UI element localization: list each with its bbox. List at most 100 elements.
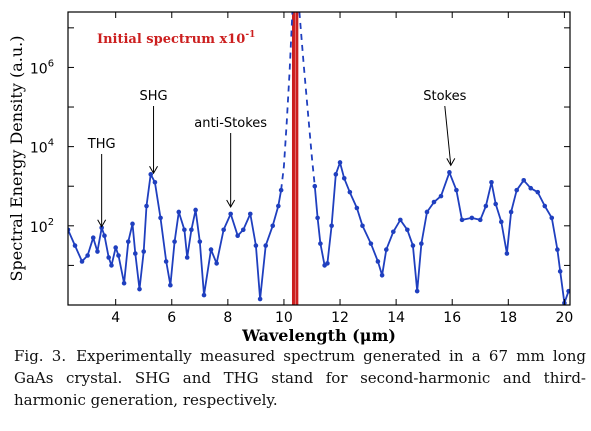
data-point <box>247 211 253 217</box>
spectrum-series-1 <box>280 12 294 191</box>
data-point <box>414 288 420 294</box>
data-point <box>148 172 154 177</box>
data-point <box>483 203 489 209</box>
data-point <box>498 219 504 225</box>
data-point <box>99 225 104 231</box>
data-point <box>106 255 111 260</box>
annotation-arrowhead <box>226 199 236 208</box>
data-point <box>95 249 100 254</box>
data-point <box>347 189 353 195</box>
data-point <box>368 241 374 246</box>
data-point <box>325 261 330 266</box>
data-point <box>152 179 158 185</box>
data-point <box>257 296 263 302</box>
annotation-label: SHG <box>139 89 167 104</box>
data-point <box>125 239 131 244</box>
x-tick-label: 20 <box>555 310 573 326</box>
data-point <box>158 215 163 221</box>
data-point <box>214 261 219 266</box>
x-tick-label: 14 <box>387 310 405 326</box>
initial-spectrum-label-base: Initial spectrum x10 <box>97 32 245 47</box>
data-point <box>504 251 510 256</box>
y-tick-label-base: 10 <box>30 61 48 77</box>
data-point <box>116 253 121 258</box>
figure-label: Fig. 3. <box>14 347 67 365</box>
data-point <box>228 211 233 217</box>
data-point <box>454 187 459 193</box>
data-point <box>333 172 339 177</box>
data-point <box>398 217 403 223</box>
data-point <box>514 187 520 193</box>
data-point <box>137 286 142 292</box>
plot-area: 4 6 8 10 12 14 16 18 20102104106THGSHGanti-Stoke… <box>30 11 573 326</box>
data-point <box>337 160 343 165</box>
data-point <box>184 255 190 260</box>
data-point <box>109 263 114 268</box>
data-point <box>168 282 173 288</box>
data-point <box>542 203 548 209</box>
data-point <box>263 243 269 248</box>
data-point <box>431 199 437 205</box>
data-point <box>459 217 465 223</box>
data-point <box>535 189 541 195</box>
data-point <box>201 292 207 298</box>
data-point <box>276 203 281 209</box>
x-tick-label: 4 <box>111 310 120 326</box>
data-point <box>447 170 452 175</box>
y-axis-label: Spectral Energy Density (a.u.) <box>7 36 26 282</box>
annotation-arrowhead <box>149 166 158 175</box>
data-point <box>197 239 203 244</box>
data-point <box>469 215 475 221</box>
data-point <box>419 241 424 246</box>
data-point <box>549 215 555 221</box>
x-tick-label: 12 <box>331 310 349 326</box>
data-point <box>235 233 240 239</box>
initial-spectrum-label-exp: -1 <box>245 30 255 40</box>
data-point <box>379 273 385 278</box>
data-point <box>315 215 320 221</box>
data-point <box>557 269 563 274</box>
data-point <box>489 179 494 185</box>
data-point <box>121 280 127 286</box>
y-tick-label: 102 <box>30 217 54 236</box>
annotation-arrow <box>444 105 452 166</box>
data-point <box>270 223 276 229</box>
data-point <box>566 288 570 294</box>
data-point <box>555 247 560 252</box>
annotation-arrowhead <box>446 158 456 167</box>
y-tick-label-exp: 4 <box>48 138 54 149</box>
data-point <box>521 177 527 183</box>
spectrum-series-2 <box>298 12 316 187</box>
y-tick-label-exp: 2 <box>48 217 54 228</box>
data-point <box>113 245 118 250</box>
data-point <box>193 207 198 213</box>
x-tick-label: 8 <box>223 310 232 326</box>
x-axis-label: Wavelength (μm) <box>241 326 396 345</box>
data-point <box>318 241 323 246</box>
data-point <box>72 243 78 248</box>
data-point <box>438 193 444 199</box>
data-point <box>102 233 107 239</box>
data-point <box>360 223 365 229</box>
axes-frame <box>67 11 571 306</box>
data-point <box>85 253 90 258</box>
y-tick-label: 104 <box>30 138 54 157</box>
annotation-label: Stokes <box>423 89 466 104</box>
data-point <box>253 243 259 248</box>
data-point <box>312 183 318 189</box>
data-point <box>208 247 214 252</box>
data-point <box>144 203 149 209</box>
data-point <box>163 259 169 264</box>
data-point <box>354 205 360 211</box>
data-point <box>410 243 416 248</box>
x-tick-label: 18 <box>499 310 517 326</box>
y-tick-label-exp: 6 <box>48 58 54 69</box>
data-point <box>90 235 96 240</box>
data-point <box>477 217 483 223</box>
data-point <box>375 259 381 264</box>
data-point <box>508 209 514 215</box>
data-point <box>221 227 226 233</box>
data-point <box>130 221 135 227</box>
data-point <box>405 227 410 233</box>
spectrum-series-0 <box>68 173 282 300</box>
